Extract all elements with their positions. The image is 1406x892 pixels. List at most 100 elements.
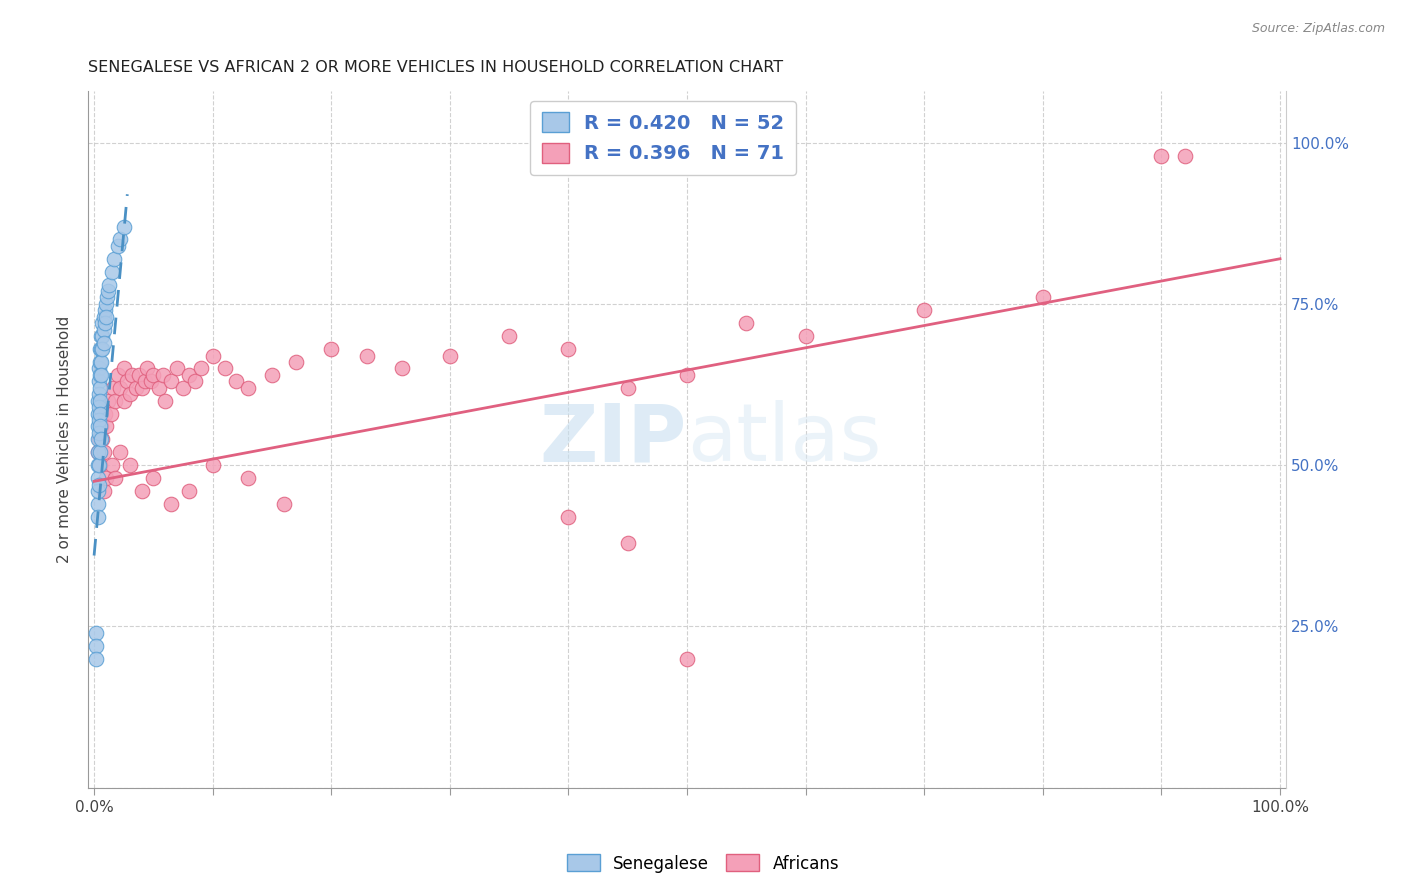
Point [101, 265, 124, 279]
Point [190, 361, 212, 376]
Point [94, 303, 117, 318]
Point [87, 425, 110, 440]
Point [93, 483, 115, 498]
Point [89, 458, 111, 473]
Text: SENEGALESE VS AFRICAN 2 OR MORE VEHICLES IN HOUSEHOLD CORRELATION CHART: SENEGALESE VS AFRICAN 2 OR MORE VEHICLES… [89, 60, 783, 75]
Point [87, 361, 110, 376]
Point [93, 335, 115, 350]
Point [93, 445, 115, 459]
Point [103, 252, 125, 266]
Point [155, 393, 177, 408]
Point [94, 297, 117, 311]
Point [86, 393, 108, 408]
Text: ZIP: ZIP [540, 401, 688, 478]
Point [108, 232, 131, 246]
Point [616, 381, 638, 395]
Point [104, 393, 127, 408]
Point [128, 368, 150, 382]
Point [91, 342, 114, 356]
Point [90, 368, 112, 382]
Point [86, 651, 108, 665]
Point [91, 433, 114, 447]
Point [160, 375, 183, 389]
Point [104, 471, 127, 485]
Point [735, 316, 758, 330]
Point [86, 407, 108, 421]
Point [912, 303, 935, 318]
Point [101, 458, 124, 473]
Point [108, 381, 131, 395]
Point [90, 419, 112, 434]
Point [86, 509, 108, 524]
Point [117, 375, 139, 389]
Point [90, 342, 112, 356]
Point [86, 433, 108, 447]
Point [794, 329, 817, 343]
Point [201, 458, 224, 473]
Point [90, 433, 112, 447]
Point [93, 323, 115, 337]
Point [152, 368, 174, 382]
Point [91, 316, 114, 330]
Point [148, 381, 170, 395]
Point [87, 413, 110, 427]
Point [1174, 148, 1197, 162]
Point [284, 355, 307, 369]
Point [356, 349, 378, 363]
Point [94, 316, 117, 330]
Point [89, 368, 111, 382]
Point [107, 368, 129, 382]
Point [108, 445, 131, 459]
Point [177, 483, 200, 498]
Point [136, 361, 159, 376]
Point [1150, 148, 1173, 162]
Point [87, 400, 110, 414]
Point [107, 239, 129, 253]
Point [124, 381, 146, 395]
Point [89, 419, 111, 434]
Point [86, 445, 108, 459]
Point [91, 329, 114, 343]
Point [86, 445, 108, 459]
Point [112, 219, 135, 234]
Point [89, 393, 111, 408]
Point [90, 355, 112, 369]
Point [142, 471, 165, 485]
Point [93, 310, 115, 324]
Point [118, 458, 141, 473]
Point [118, 387, 141, 401]
Point [557, 342, 579, 356]
Point [94, 471, 117, 485]
Point [94, 419, 117, 434]
Point [94, 310, 117, 324]
Point [87, 458, 110, 473]
Point [87, 375, 110, 389]
Point [166, 361, 188, 376]
Point [177, 368, 200, 382]
Point [238, 381, 260, 395]
Point [86, 639, 108, 653]
Point [89, 407, 111, 421]
Point [676, 651, 699, 665]
Point [160, 497, 183, 511]
Point [112, 393, 135, 408]
Y-axis label: 2 or more Vehicles in Household: 2 or more Vehicles in Household [58, 316, 72, 563]
Point [89, 342, 111, 356]
Point [86, 471, 108, 485]
Legend: R = 0.420   N = 52, R = 0.396   N = 71: R = 0.420 N = 52, R = 0.396 N = 71 [530, 101, 796, 175]
Point [87, 433, 110, 447]
Point [214, 361, 236, 376]
Point [184, 375, 207, 389]
Point [87, 477, 110, 491]
Point [439, 349, 461, 363]
Point [87, 387, 110, 401]
Point [89, 445, 111, 459]
Point [97, 284, 120, 298]
Point [172, 381, 194, 395]
Point [1032, 290, 1054, 304]
Point [134, 375, 156, 389]
Point [86, 458, 108, 473]
Point [94, 407, 117, 421]
Point [121, 368, 143, 382]
Point [616, 535, 638, 549]
